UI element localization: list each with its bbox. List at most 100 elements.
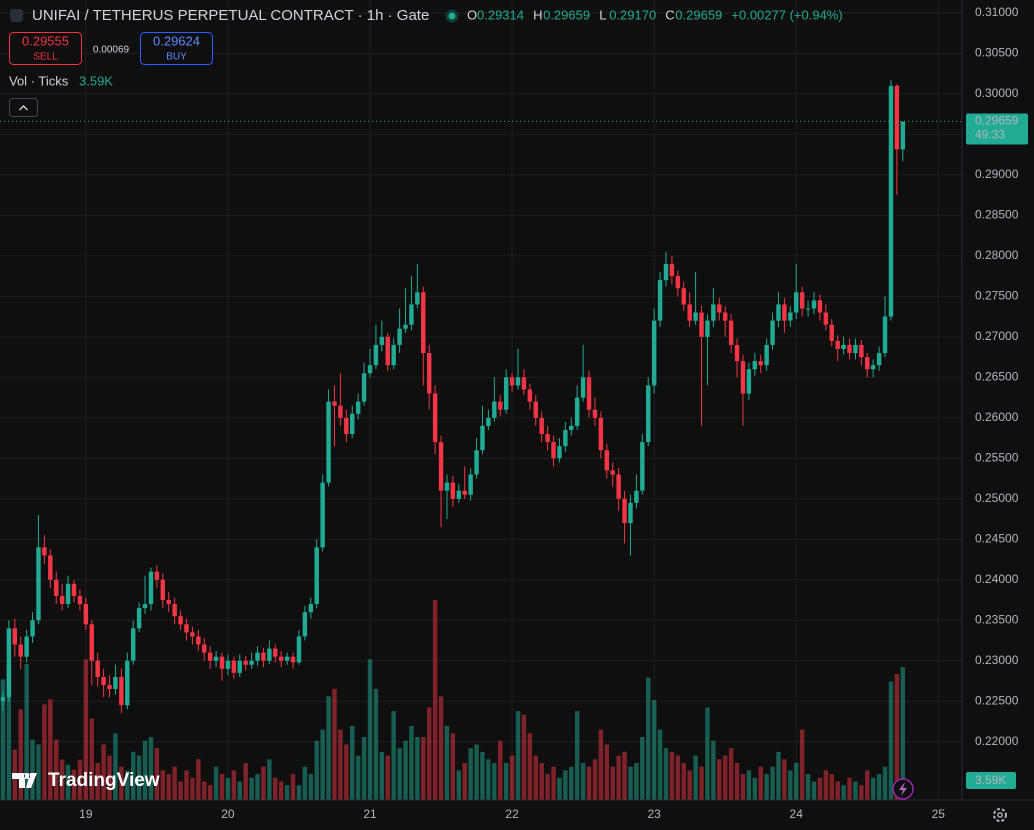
countdown: 49:33 xyxy=(975,128,1005,142)
ohlc-label: C xyxy=(665,7,674,22)
candle-body xyxy=(65,583,71,605)
y-tick-label: 0.26000 xyxy=(975,410,1019,424)
y-tick-label: 0.31000 xyxy=(975,5,1019,19)
candle-body xyxy=(717,304,722,313)
volume-bar xyxy=(634,762,639,800)
volume-bar xyxy=(261,766,266,800)
candle-body xyxy=(598,417,604,451)
volume-bar xyxy=(870,777,876,800)
candle-body xyxy=(385,336,390,366)
buy-price[interactable]: 0.29624 xyxy=(153,33,200,48)
ohlc-value: 0.29314 xyxy=(477,7,524,22)
volume-bar xyxy=(545,774,550,800)
candle-body xyxy=(77,595,83,605)
volume-bar xyxy=(841,785,846,800)
candle-body xyxy=(190,632,195,637)
candle-body xyxy=(172,604,177,617)
y-tick-label: 0.23500 xyxy=(975,612,1019,626)
collapse-button[interactable] xyxy=(9,98,38,117)
x-tick-label: 22 xyxy=(505,807,519,821)
volume-bar xyxy=(651,700,657,800)
volume-bar xyxy=(438,696,444,800)
candle-body xyxy=(308,604,314,613)
sell-price[interactable]: 0.29555 xyxy=(22,33,69,48)
buy-box[interactable] xyxy=(140,32,213,65)
grid xyxy=(0,0,962,800)
candle-body xyxy=(403,324,408,329)
candle-body xyxy=(367,365,373,374)
volume-bar xyxy=(462,762,467,800)
candle-body xyxy=(900,121,906,150)
y-tick-label: 0.22000 xyxy=(975,734,1019,748)
collapse-box[interactable] xyxy=(9,98,38,117)
candle-body xyxy=(302,612,308,637)
sell-button[interactable]: 0.29555 SELL xyxy=(9,32,82,65)
volume-bar xyxy=(432,600,438,800)
settings-icon[interactable] xyxy=(993,808,1007,822)
symbol-icon xyxy=(10,9,23,22)
volume-bar xyxy=(480,751,485,800)
volume-bar xyxy=(320,729,325,800)
volume-bar xyxy=(0,679,6,800)
candle-body xyxy=(740,361,746,394)
sell-box[interactable] xyxy=(9,32,82,65)
volume-value-box xyxy=(966,772,1016,789)
gear-outer[interactable] xyxy=(993,808,1007,822)
volume-bar xyxy=(148,737,154,800)
y-tick-label: 0.25500 xyxy=(975,450,1019,464)
collapse-chevron[interactable] xyxy=(19,105,28,111)
lightning-bolt[interactable] xyxy=(899,782,907,796)
candle-body xyxy=(0,697,6,702)
volume-bar xyxy=(782,759,787,800)
volume-bar xyxy=(397,748,402,800)
candle-body xyxy=(113,676,118,690)
candle-body xyxy=(788,312,793,321)
volume-bar xyxy=(539,762,544,800)
candle-body xyxy=(859,344,864,358)
volume-bar xyxy=(166,774,171,800)
candle-body xyxy=(373,344,379,366)
candle-body xyxy=(456,490,462,499)
volume-bar xyxy=(752,777,758,800)
last-price-box xyxy=(966,113,1028,145)
sell-label[interactable]: SELL xyxy=(33,52,58,63)
buy-button[interactable]: 0.29624 BUY xyxy=(140,32,213,65)
candle-body xyxy=(527,389,533,402)
volume-bar xyxy=(503,762,509,800)
candle-body xyxy=(829,324,834,341)
ohlc-value: 0.29170 xyxy=(609,7,656,22)
volume-bar xyxy=(681,762,686,800)
volume-bar xyxy=(196,759,201,800)
volume-bar xyxy=(717,759,722,800)
ohlc-value: 0.29659 xyxy=(675,7,722,22)
lightning-icon[interactable] xyxy=(892,778,914,800)
gear-inner[interactable] xyxy=(997,812,1003,818)
candle-body xyxy=(219,656,225,669)
candle-body xyxy=(355,401,361,414)
volume-bar xyxy=(622,751,627,800)
candle-body xyxy=(888,85,894,317)
volume-bar xyxy=(805,774,811,800)
volume-bar xyxy=(776,751,781,800)
volume-bar xyxy=(794,762,799,800)
volume-bar xyxy=(160,770,166,800)
candle-body xyxy=(764,344,769,366)
volume-bar xyxy=(355,755,361,800)
candle-body xyxy=(421,292,426,354)
candle-body xyxy=(290,656,296,663)
logo-text[interactable]: TradingView xyxy=(48,770,160,791)
volume-bar xyxy=(799,729,805,800)
volume-bar xyxy=(474,744,479,800)
volume-bar xyxy=(486,759,491,800)
volume-bar xyxy=(385,755,390,800)
volume-bar xyxy=(492,762,497,800)
candle-body xyxy=(604,450,610,471)
volume-bar xyxy=(326,696,331,800)
volume-bar xyxy=(865,770,870,800)
buy-label[interactable]: BUY xyxy=(166,52,187,63)
logo-mark[interactable] xyxy=(12,773,37,788)
symbol-title: UNIFAI / TETHERUS PERPETUAL CONTRACT · 1… xyxy=(32,7,429,24)
candle-body xyxy=(480,425,485,451)
branding-logo[interactable]: TradingView xyxy=(12,770,160,791)
volume-bar xyxy=(207,785,213,800)
